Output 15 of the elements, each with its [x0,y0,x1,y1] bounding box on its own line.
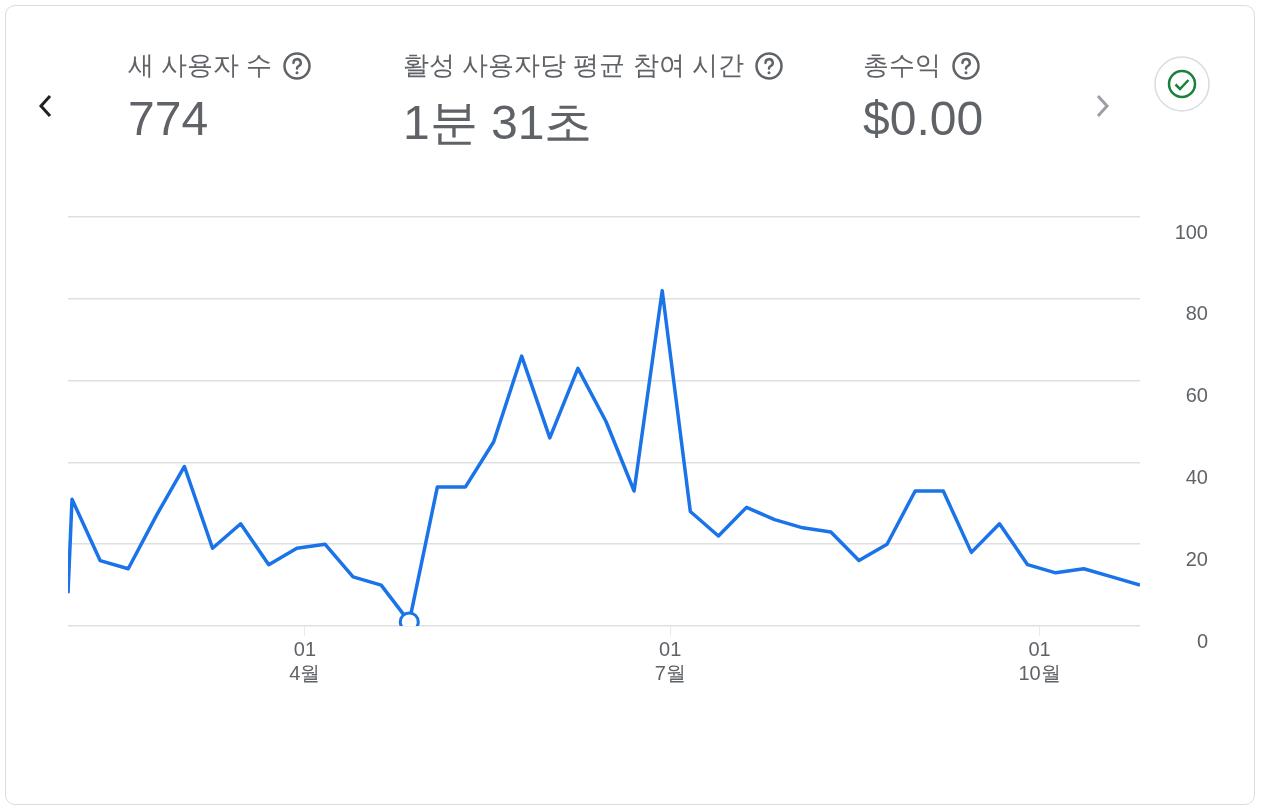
y-tick-label: 40 [1185,465,1208,488]
text: 1분 31초 [403,95,594,151]
text: 774 [128,91,210,146]
y-tick-label: 0 [1196,629,1208,652]
text: 활성 사용자당 평균 참여 시간 [403,49,744,82]
x-tick-label: 01 10월 [1018,637,1061,684]
text: 총수익 [863,49,941,82]
text: $0.00 [863,91,984,146]
text: 새 사용자 수 [128,49,273,82]
y-tick-label: 20 [1185,547,1208,570]
y-tick-label: 60 [1185,384,1208,407]
x-tick-label: 01 7월 [654,637,686,684]
y-tick-label: 80 [1185,302,1208,325]
x-tick-label: 01 4월 [289,637,321,684]
y-tick-label: 100 [1174,220,1208,243]
